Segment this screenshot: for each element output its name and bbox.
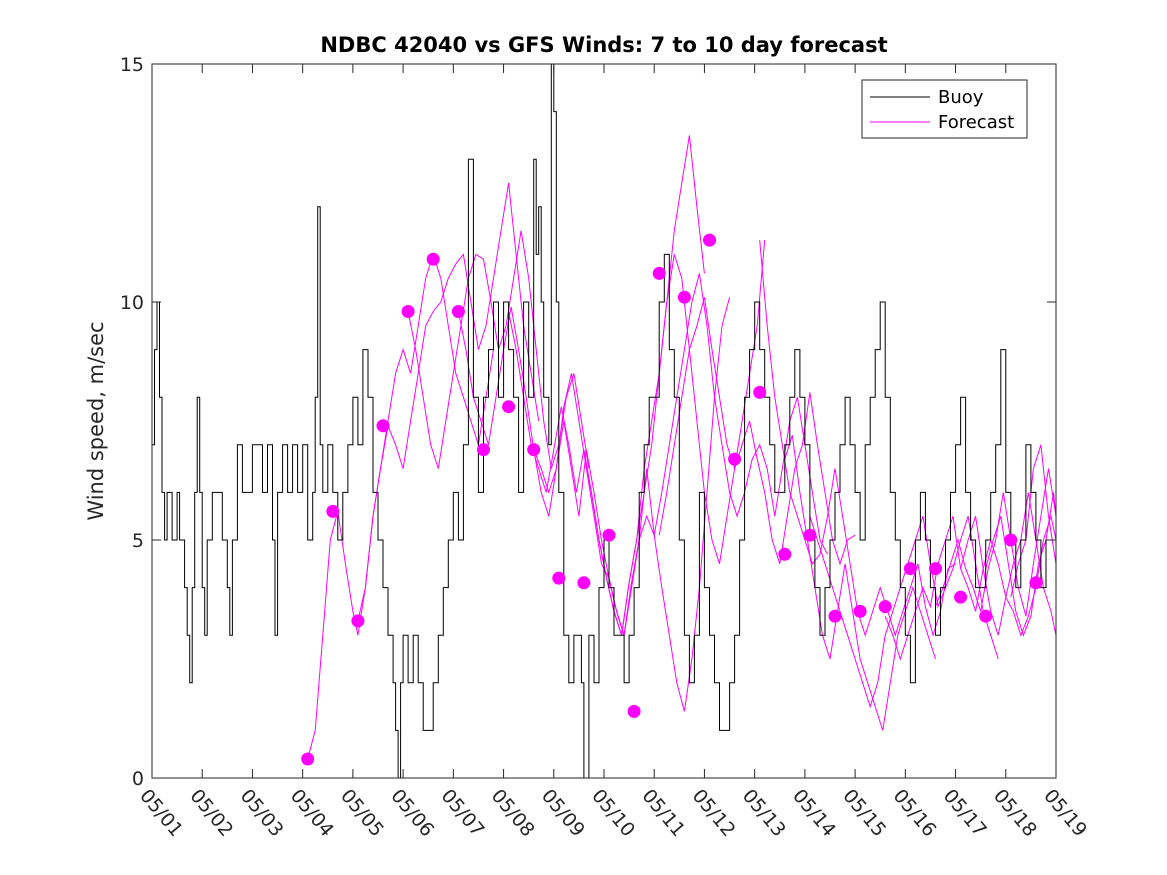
- forecast-marker-24: [929, 562, 942, 576]
- forecast-marker-8: [527, 443, 541, 457]
- forecast-run-15: [985, 492, 1057, 637]
- forecast-run-10: [784, 435, 936, 731]
- forecast-marker-3: [401, 305, 415, 318]
- forecast-marker-1: [351, 614, 365, 628]
- forecast-run-13: [935, 468, 1057, 617]
- forecast-run-0: [307, 252, 494, 760]
- legend-label-buoy: Buoy: [938, 87, 984, 108]
- forecast-marker-19: [803, 528, 817, 542]
- forecast-marker-7: [502, 400, 516, 414]
- forecast-run-16: [1010, 444, 1057, 598]
- y-tick-label-2: 10: [120, 292, 144, 314]
- y-axis-label: Wind speed, m/sec: [84, 321, 108, 520]
- forecast-marker-29: [326, 504, 340, 518]
- plot-area: [152, 63, 1057, 779]
- y-tick-label-0: 0: [132, 768, 144, 790]
- forecast-run-14: [960, 492, 1057, 636]
- legend-label-forecast: Forecast: [938, 112, 1014, 133]
- forecast-marker-18: [778, 547, 792, 561]
- forecast-marker-16: [728, 452, 742, 466]
- forecast-marker-13: [652, 266, 666, 280]
- legend-box: [861, 79, 1028, 139]
- y-tick-label-1: 5: [132, 530, 144, 552]
- forecast-run-8: [658, 297, 856, 566]
- buoy-line: [152, 63, 1056, 779]
- forecast-marker-2: [376, 419, 390, 433]
- forecast-marker-9: [552, 571, 566, 585]
- forecast-run-12: [884, 514, 1057, 661]
- forecast-marker-5: [451, 305, 465, 318]
- forecast-marker-25: [954, 590, 968, 604]
- legend: Buoy Forecast: [861, 79, 1028, 139]
- forecast-marker-26: [979, 609, 993, 623]
- forecast-marker-15: [703, 233, 716, 247]
- forecast-marker-20: [828, 609, 842, 623]
- forecast-run-7: [608, 273, 828, 636]
- y-tick-label-3: 15: [120, 54, 144, 76]
- forecast-marker-23: [903, 562, 917, 576]
- forecast-marker-22: [878, 600, 892, 614]
- forecast-marker-17: [753, 385, 767, 399]
- forecast-marker-4: [426, 252, 440, 266]
- forecast-marker-14: [677, 290, 691, 304]
- forecast-marker-0: [301, 752, 315, 766]
- chart-title: NDBC 42040 vs GFS Winds: 7 to 10 day for…: [320, 33, 887, 57]
- forecast-marker-21: [853, 604, 867, 618]
- forecast-marker-6: [477, 443, 490, 457]
- forecast-marker-11: [602, 528, 616, 542]
- forecast-marker-28: [1029, 576, 1043, 590]
- forecast-marker-10: [577, 576, 591, 590]
- forecast-marker-12: [627, 704, 641, 718]
- forecast-marker-27: [1004, 533, 1018, 547]
